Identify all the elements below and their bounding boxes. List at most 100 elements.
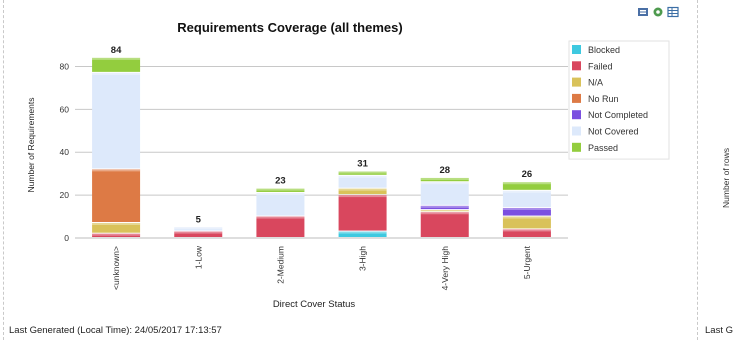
- grid-layer: [75, 65, 568, 239]
- bar-segment: [256, 216, 305, 237]
- settings-icon[interactable]: [652, 6, 664, 18]
- legend-label: Not Covered: [588, 127, 639, 137]
- y-tick-label: 20: [60, 190, 70, 200]
- bar-segment-highlight: [420, 182, 469, 185]
- bar-segment: [338, 188, 387, 195]
- bar-segment: [502, 216, 551, 229]
- bar-segment-highlight: [92, 222, 141, 225]
- right-panel-footer-fragment: Last G: [705, 325, 733, 336]
- bar-segment-highlight: [502, 229, 551, 232]
- bar-segment-highlight: [92, 169, 141, 172]
- bar-segment: [338, 195, 387, 231]
- legend-swatch: [572, 61, 581, 71]
- bar-segment: [338, 231, 387, 237]
- y-axis-label: Number of Requirements: [26, 98, 36, 193]
- y-tick-label: 80: [60, 61, 70, 71]
- bar-segment-highlight: [174, 231, 223, 234]
- bar-segment: [420, 177, 469, 182]
- bar-segment-highlight: [338, 188, 387, 191]
- legend-label: No Run: [588, 94, 619, 104]
- legend-swatch: [572, 93, 581, 103]
- legend-swatch: [572, 45, 581, 54]
- legend-swatch: [572, 77, 581, 87]
- bar-segment: [338, 175, 387, 188]
- bar-segment-highlight: [420, 212, 469, 215]
- bar-total-label: 84: [111, 45, 122, 56]
- bar-segment-highlight: [256, 192, 305, 195]
- bar-segment: [174, 231, 223, 237]
- bar-segment-highlight: [420, 210, 469, 212]
- bar-segment-highlight: [420, 205, 469, 208]
- x-tick-label: 4-Very High: [440, 246, 450, 291]
- bar-segment: [92, 57, 141, 72]
- bar-segment: [256, 192, 305, 216]
- label-layer: 84 <unknown> 5 1-Low 23 2-Medium 31 3-High 28 4-V…: [111, 45, 532, 291]
- bar-segment: [256, 188, 305, 192]
- bar-segment-highlight: [174, 227, 223, 230]
- bar-segment: [420, 210, 469, 212]
- bar-total-label: 5: [196, 214, 202, 225]
- bar-segment-highlight: [256, 188, 305, 191]
- bar-segment: [502, 190, 551, 207]
- x-tick-label: 3-High: [358, 246, 368, 271]
- bar-segment-highlight: [92, 233, 141, 236]
- bar-segment: [92, 169, 141, 222]
- bar-segment: [92, 222, 141, 233]
- panel-divider: [697, 0, 698, 340]
- bar-segment-highlight: [338, 171, 387, 174]
- bar-segment: [174, 227, 223, 231]
- bar-layer: [92, 57, 551, 237]
- bar-total-label: 28: [439, 165, 450, 176]
- bar-segment-highlight: [92, 72, 141, 75]
- panel-left-border: [3, 0, 4, 340]
- x-tick-label: 5-Urgent: [522, 245, 532, 279]
- axis-layer: 0 20 40 60 80: [60, 61, 568, 243]
- x-tick-label: 1-Low: [193, 245, 203, 269]
- legend: Blocked Failed N/A No Run Not Completed Not C…: [568, 40, 670, 160]
- bar-segment-highlight: [256, 216, 305, 219]
- export-icon[interactable]: [637, 6, 649, 18]
- bar-segment-highlight: [338, 175, 387, 178]
- bar-segment: [502, 229, 551, 237]
- y-tick-label: 40: [60, 147, 70, 157]
- legend-swatch: [572, 110, 581, 120]
- y-tick-label: 0: [64, 233, 69, 243]
- x-tick-label: <unknown>: [111, 246, 121, 290]
- chart-title: Requirements Coverage (all themes): [177, 20, 402, 35]
- bar-total-label: 31: [357, 159, 368, 170]
- bar-segment-highlight: [502, 216, 551, 219]
- legend-swatch: [572, 142, 581, 152]
- legend-label: N/A: [588, 78, 603, 88]
- table-view-icon[interactable]: [667, 6, 679, 18]
- bar-total-label: 23: [275, 176, 286, 187]
- legend-label: Failed: [588, 61, 613, 71]
- right-panel-y-axis-label: Number of rows: [721, 148, 731, 208]
- x-tick-label: 2-Medium: [275, 246, 285, 284]
- y-tick-label: 60: [60, 104, 70, 114]
- bar-segment-highlight: [502, 207, 551, 210]
- bar-segment-highlight: [420, 177, 469, 180]
- x-axis-label: Direct Cover Status: [273, 299, 356, 310]
- bar-segment: [420, 182, 469, 205]
- bar-total-label: 26: [522, 169, 533, 180]
- last-generated-text: Last Generated (Local Time): 24/05/2017 …: [9, 325, 222, 336]
- bar-segment: [502, 207, 551, 216]
- bar-segment-highlight: [338, 231, 387, 234]
- bar-segment-highlight: [502, 190, 551, 193]
- bar-segment: [92, 72, 141, 169]
- legend-label: Blocked: [588, 45, 620, 55]
- bar-segment-highlight: [502, 182, 551, 185]
- bar-segment: [420, 205, 469, 210]
- bar-segment-highlight: [92, 57, 141, 60]
- legend-label: Passed: [588, 143, 618, 153]
- legend-label: Not Completed: [588, 110, 648, 120]
- bar-segment: [502, 182, 551, 190]
- bar-segment: [338, 171, 387, 175]
- bar-segment: [92, 233, 141, 237]
- legend-swatch: [572, 126, 581, 136]
- bar-segment-highlight: [338, 195, 387, 198]
- chart-toolbar: [637, 6, 679, 20]
- bar-segment: [420, 212, 469, 237]
